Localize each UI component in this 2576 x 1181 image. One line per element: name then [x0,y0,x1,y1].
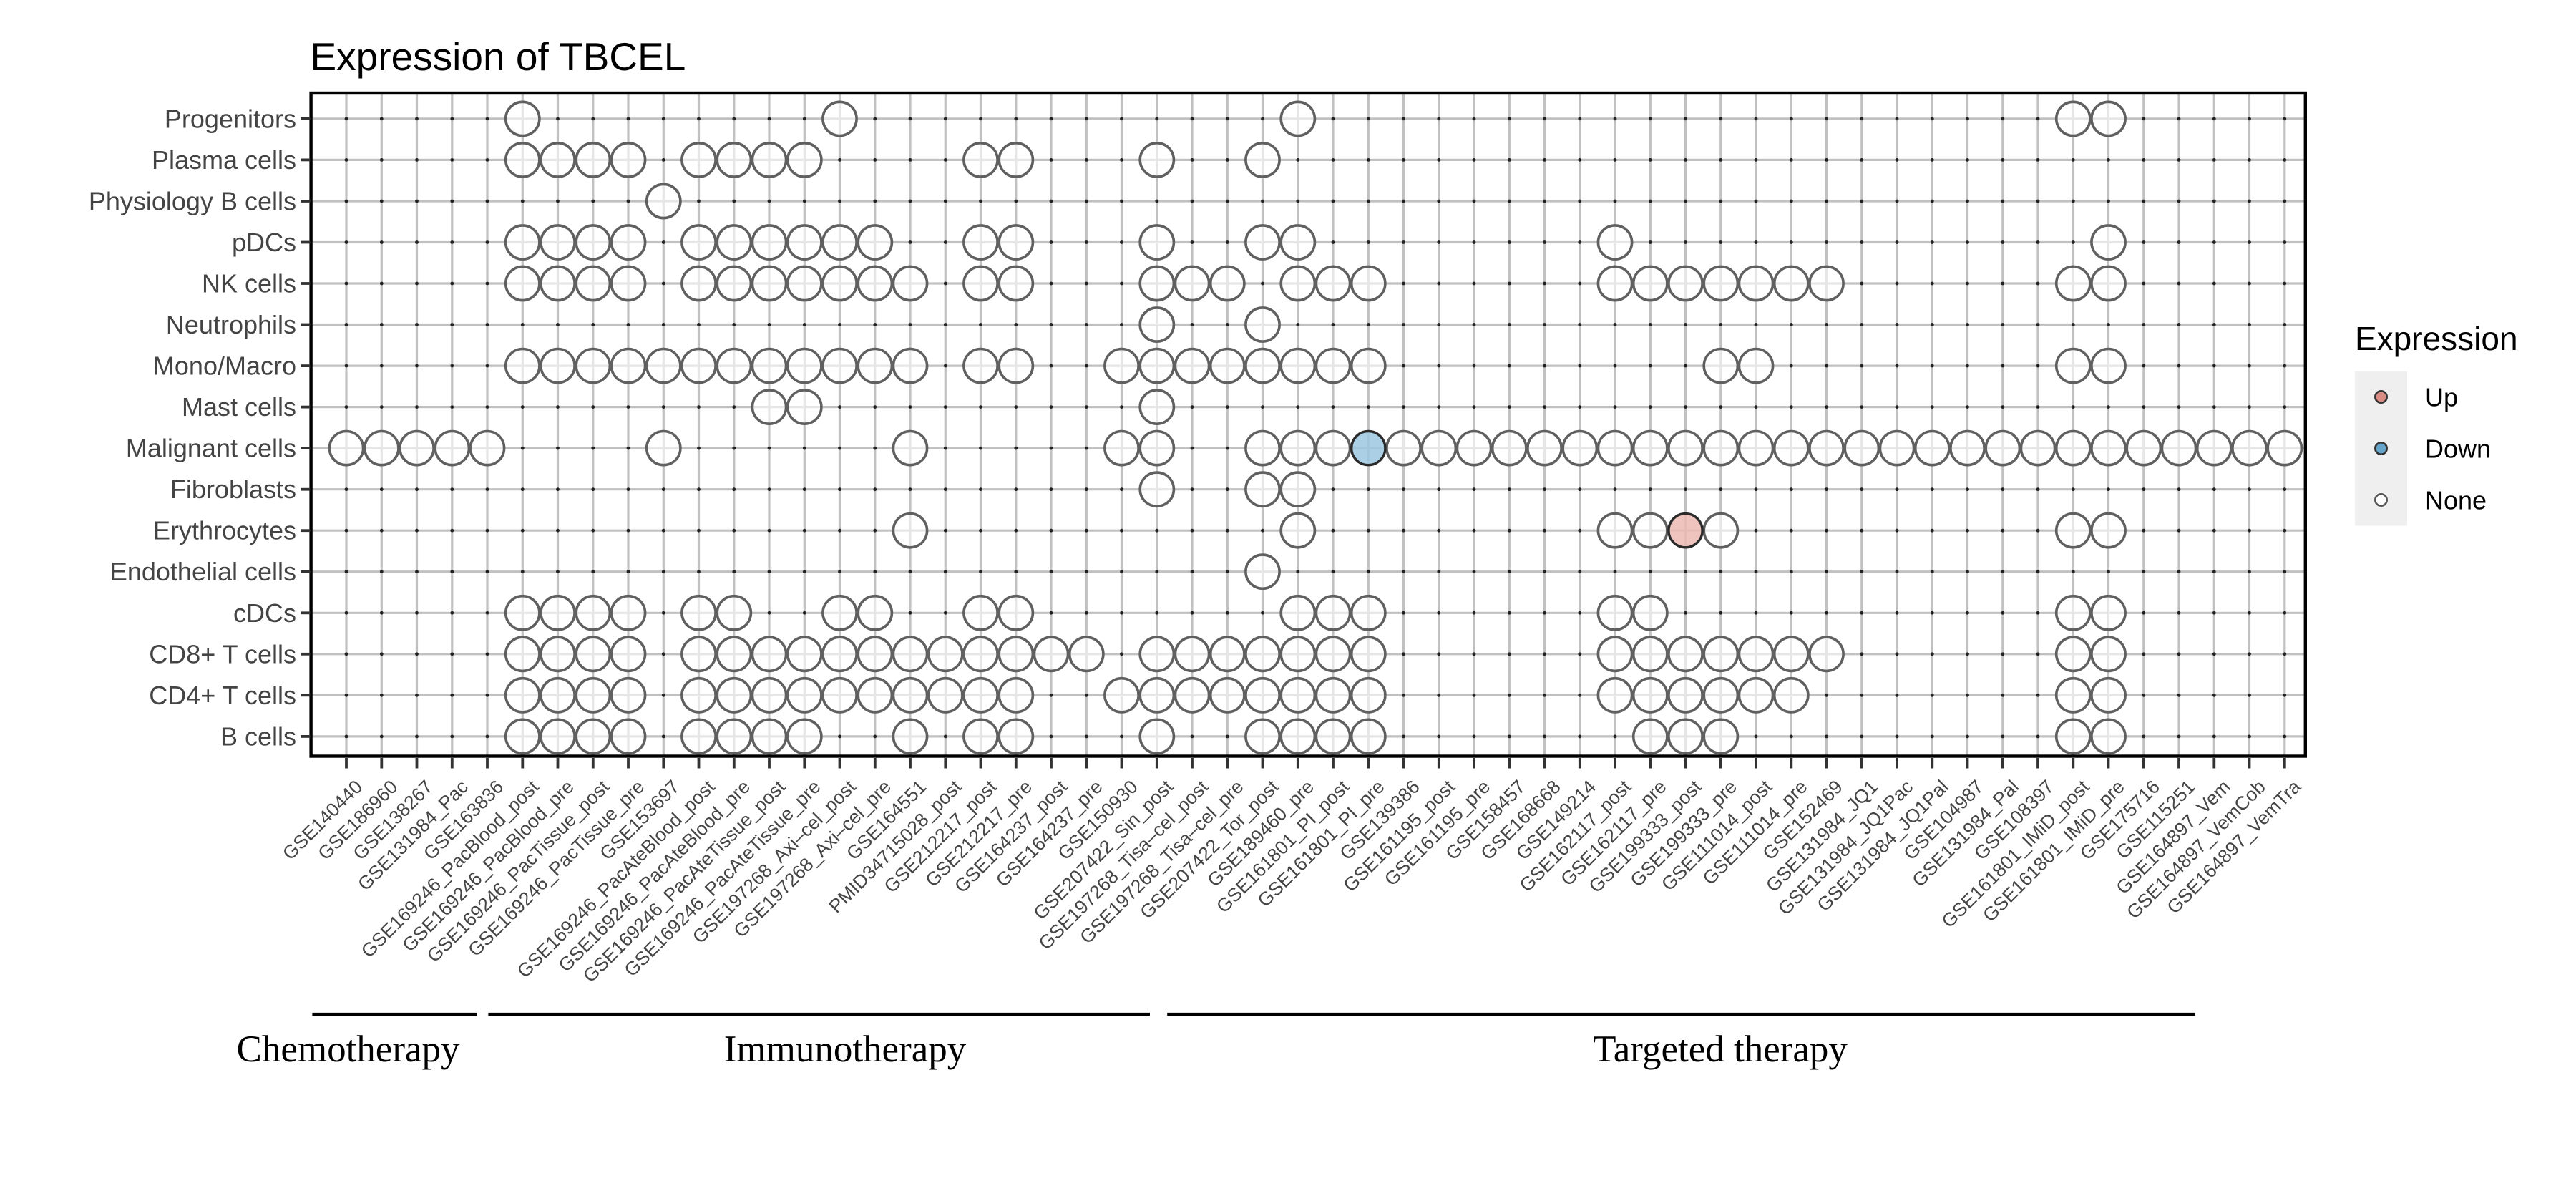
svg-text:Immunotherapy: Immunotherapy [724,1029,967,1070]
svg-text:Physiology B cells: Physiology B cells [89,187,296,216]
svg-text:Progenitors: Progenitors [165,104,296,133]
svg-text:Malignant cells: Malignant cells [126,434,296,463]
svg-text:Endothelial cells: Endothelial cells [110,557,296,586]
svg-text:Targeted therapy: Targeted therapy [1593,1029,1848,1070]
svg-text:Fibroblasts: Fibroblasts [170,475,296,504]
svg-text:NK cells: NK cells [202,269,296,298]
svg-text:Expression of TBCEL: Expression of TBCEL [311,34,686,79]
svg-text:Up: Up [2425,383,2458,412]
svg-text:Mono/Macro: Mono/Macro [153,351,296,381]
svg-text:cDCs: cDCs [233,598,296,628]
svg-text:CD8+ T cells: CD8+ T cells [149,639,296,669]
svg-text:Plasma cells: Plasma cells [152,145,296,175]
svg-text:Chemotherapy: Chemotherapy [236,1029,460,1070]
svg-text:Mast cells: Mast cells [182,392,296,422]
svg-text:Neutrophils: Neutrophils [166,310,296,339]
svg-text:Down: Down [2425,434,2491,464]
svg-text:B cells: B cells [220,721,296,751]
svg-text:None: None [2425,486,2487,515]
svg-text:pDCs: pDCs [232,228,296,257]
svg-text:Expression: Expression [2355,320,2518,357]
svg-text:Erythrocytes: Erythrocytes [153,516,296,545]
svg-text:CD4+ T cells: CD4+ T cells [149,681,296,710]
